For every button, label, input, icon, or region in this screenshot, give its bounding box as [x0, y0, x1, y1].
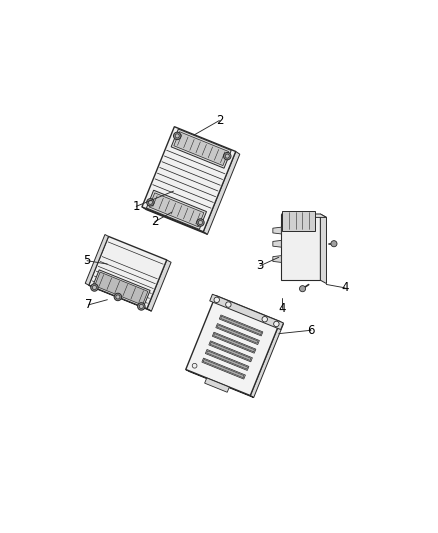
Polygon shape	[217, 325, 258, 343]
Polygon shape	[212, 332, 256, 353]
Polygon shape	[186, 295, 280, 395]
Text: 5: 5	[83, 254, 91, 267]
Circle shape	[214, 297, 219, 303]
Polygon shape	[142, 127, 236, 232]
Polygon shape	[92, 270, 150, 307]
Polygon shape	[205, 350, 249, 370]
Polygon shape	[142, 207, 207, 235]
Circle shape	[114, 293, 122, 301]
Polygon shape	[147, 260, 171, 311]
Polygon shape	[250, 321, 283, 398]
Circle shape	[223, 152, 231, 160]
Polygon shape	[283, 211, 315, 231]
Polygon shape	[174, 132, 229, 166]
Polygon shape	[273, 227, 281, 234]
Polygon shape	[210, 294, 283, 329]
Text: 2: 2	[151, 215, 159, 228]
Circle shape	[225, 154, 230, 158]
Circle shape	[331, 241, 337, 247]
Circle shape	[92, 286, 96, 289]
Circle shape	[116, 295, 120, 299]
Circle shape	[192, 364, 197, 368]
Circle shape	[198, 221, 202, 224]
Polygon shape	[85, 235, 109, 285]
Text: 1: 1	[132, 200, 140, 213]
Circle shape	[91, 284, 98, 291]
Polygon shape	[281, 214, 326, 217]
Circle shape	[262, 317, 268, 322]
Polygon shape	[171, 129, 231, 168]
Circle shape	[274, 321, 279, 327]
Text: 7: 7	[85, 298, 92, 311]
Polygon shape	[203, 359, 244, 378]
Polygon shape	[207, 351, 247, 369]
Polygon shape	[89, 237, 167, 309]
Polygon shape	[219, 315, 263, 336]
Circle shape	[175, 134, 179, 138]
Polygon shape	[146, 190, 206, 229]
Circle shape	[148, 200, 152, 204]
Circle shape	[300, 286, 306, 292]
Polygon shape	[320, 214, 326, 284]
Circle shape	[147, 199, 154, 206]
Polygon shape	[95, 272, 148, 305]
Text: 2: 2	[215, 114, 223, 127]
Text: 3: 3	[256, 259, 264, 272]
Polygon shape	[273, 256, 281, 262]
Polygon shape	[149, 193, 204, 227]
Circle shape	[173, 132, 181, 140]
Polygon shape	[273, 240, 281, 247]
Polygon shape	[221, 316, 261, 335]
Polygon shape	[203, 151, 240, 235]
Polygon shape	[89, 285, 152, 311]
Polygon shape	[210, 342, 251, 360]
Text: 4: 4	[341, 281, 349, 294]
Polygon shape	[186, 369, 254, 398]
Circle shape	[139, 304, 143, 309]
Circle shape	[138, 303, 145, 310]
Circle shape	[197, 219, 204, 226]
Polygon shape	[214, 334, 254, 352]
Circle shape	[226, 302, 231, 307]
Text: 6: 6	[307, 324, 315, 337]
Polygon shape	[216, 324, 259, 344]
Polygon shape	[202, 358, 245, 379]
Text: 4: 4	[279, 302, 286, 314]
Polygon shape	[281, 214, 320, 280]
Polygon shape	[205, 378, 230, 392]
Polygon shape	[209, 341, 252, 362]
